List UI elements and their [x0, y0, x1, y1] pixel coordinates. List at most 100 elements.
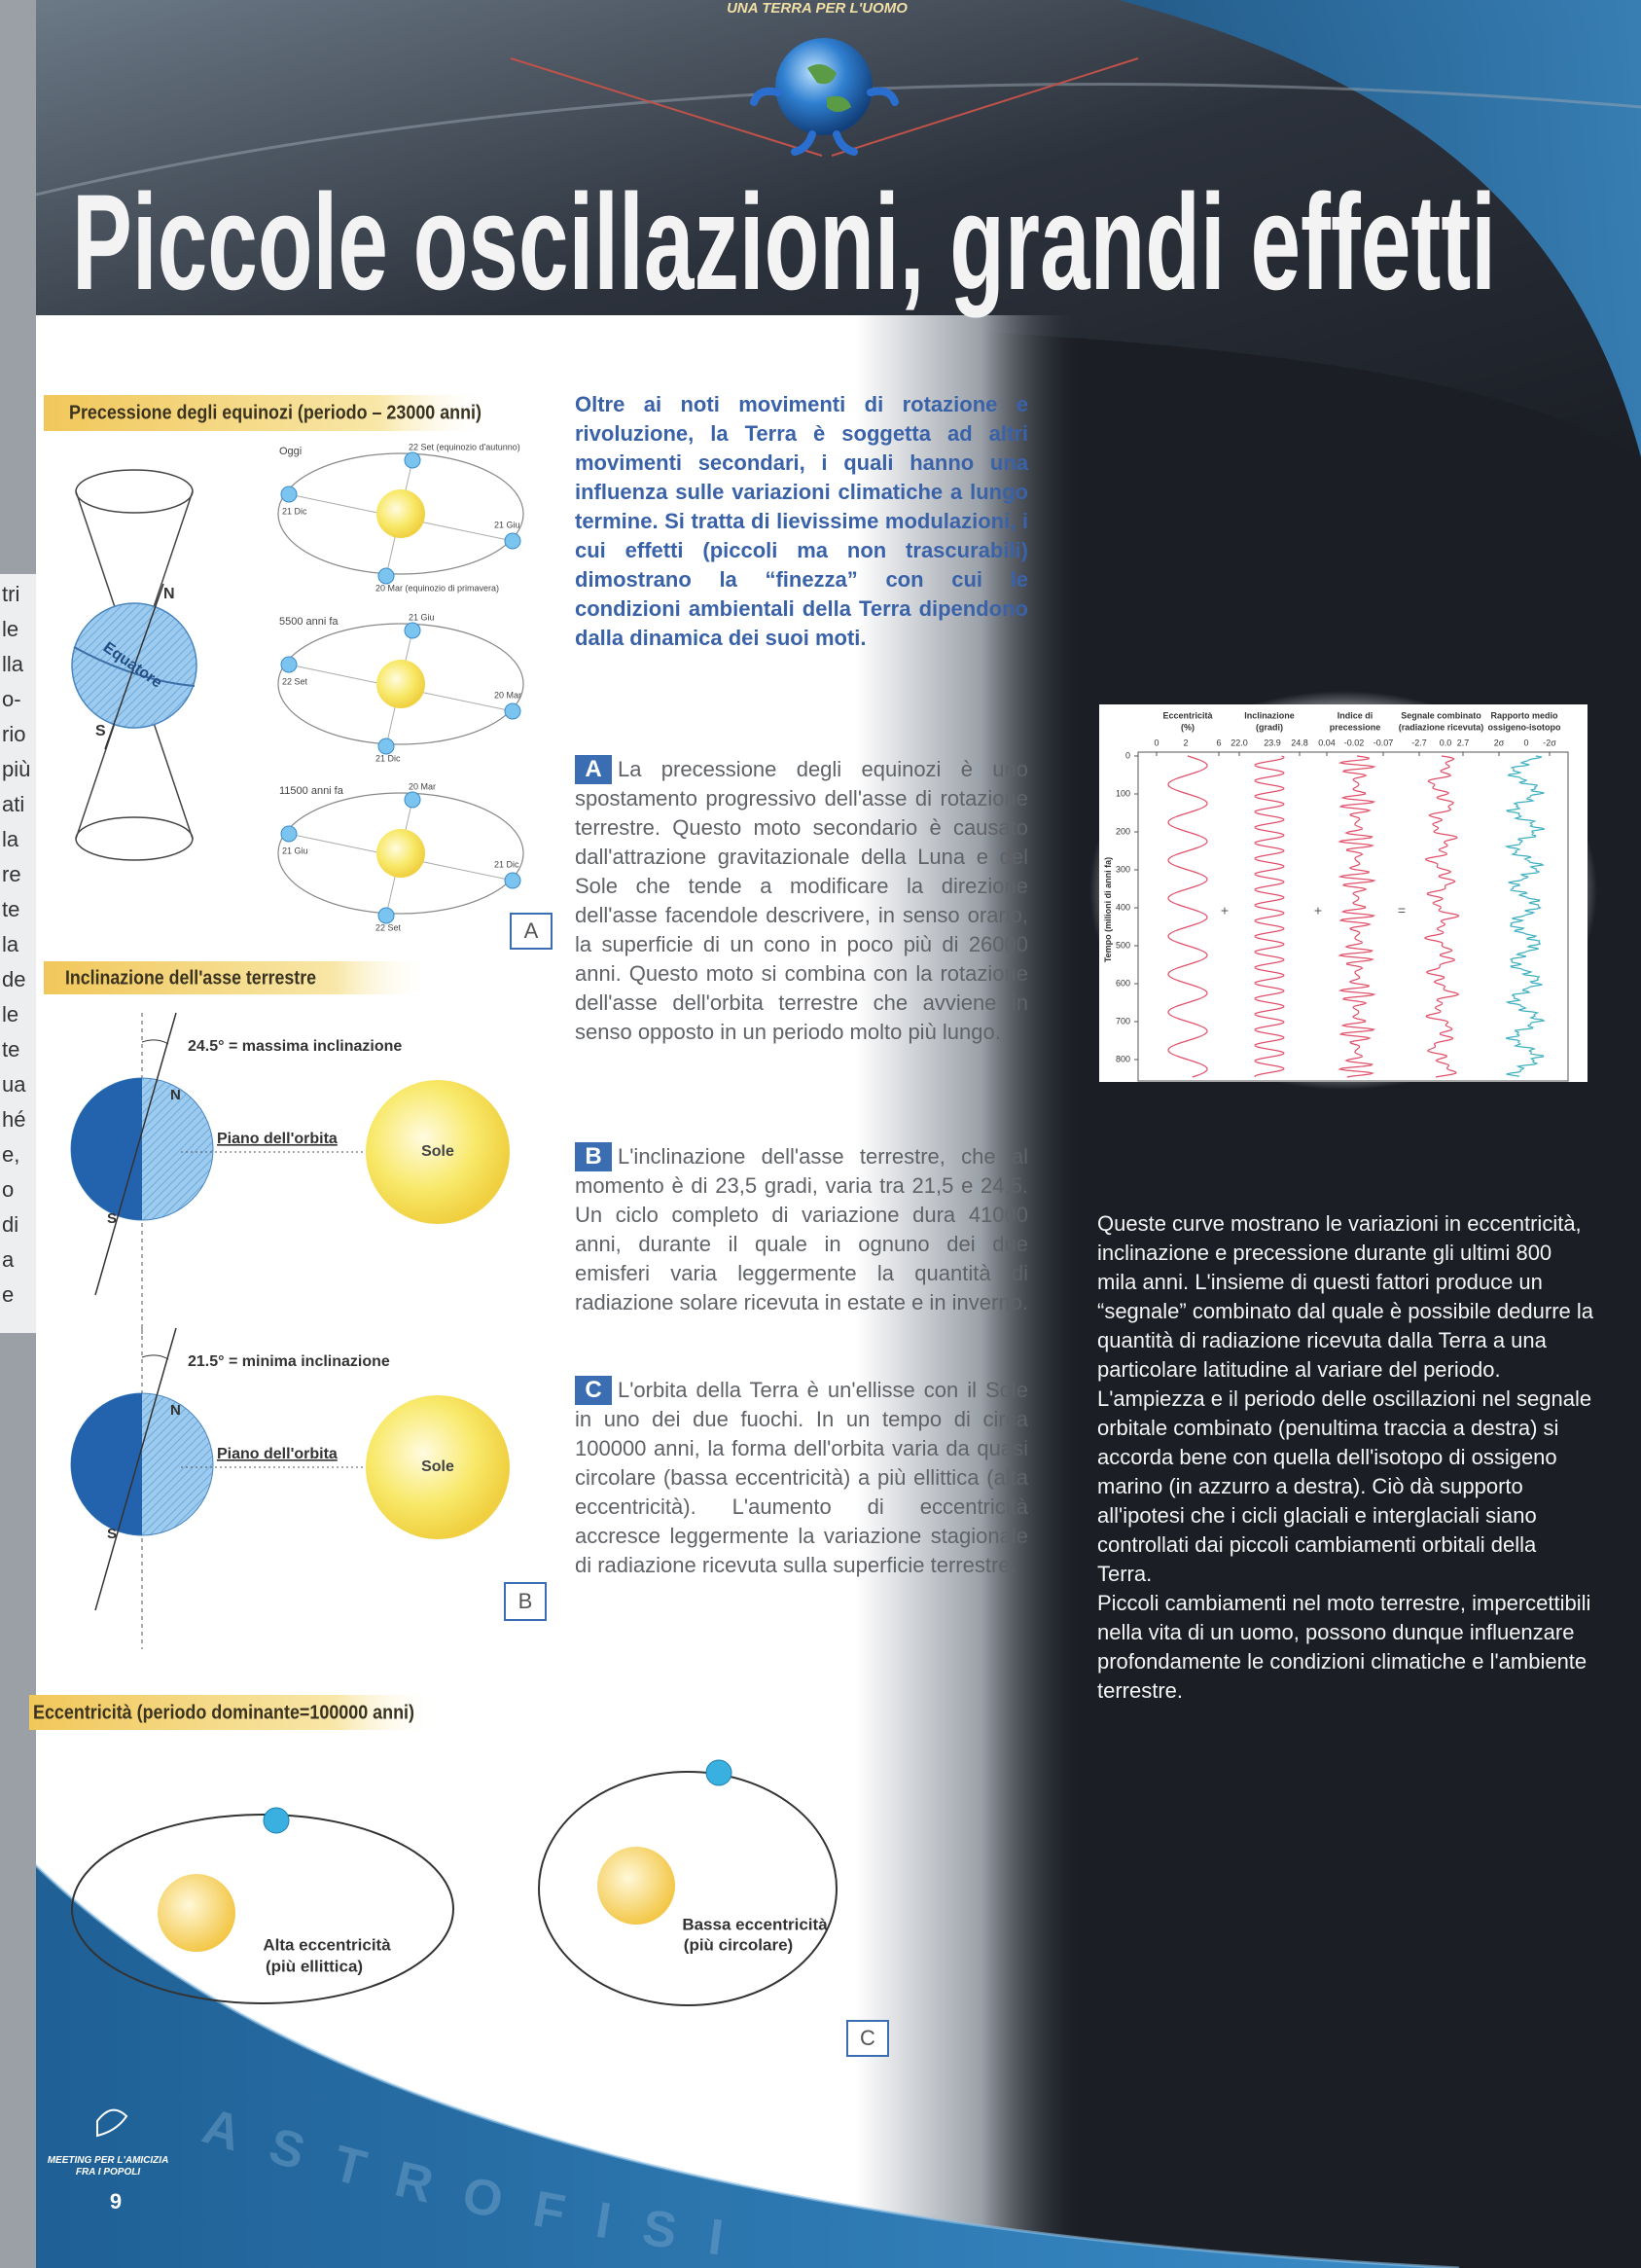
column-heading: Segnale combinato: [1401, 710, 1481, 720]
logo-dove: [96, 2108, 128, 2138]
margin-fragment: le: [2, 617, 18, 641]
bottom-arc-line: [0, 1827, 1460, 2268]
equator-line: [73, 646, 196, 687]
date-label: 22 Set: [282, 676, 308, 686]
era-label: Oggi: [279, 446, 302, 457]
column-tick: -0.02: [1344, 738, 1365, 747]
earth-land: [807, 64, 851, 112]
margin-fragment: e: [2, 1282, 14, 1307]
header-blue-arc: [1119, 0, 1641, 457]
operator: +: [1221, 903, 1229, 918]
y-tick-label: 800: [1116, 1054, 1130, 1063]
column-tick: 22.0: [1231, 738, 1248, 747]
margin-fragment: rio: [2, 722, 25, 746]
column-tick: 0.04: [1318, 738, 1336, 747]
date-label: 22 Set (equinozio d'autunno): [409, 442, 520, 451]
tilted-axis: [94, 1327, 177, 1611]
orbit: [277, 452, 524, 575]
margin-fragment: ati: [2, 792, 24, 816]
column-tick: 2σ: [1494, 738, 1505, 747]
y-tick-label: 700: [1116, 1016, 1130, 1026]
margin-fragment: ua: [2, 1072, 26, 1097]
paragraph: A La precessione degli equinozi è uno spo…: [575, 755, 1028, 1047]
panel-letter: B: [518, 1589, 533, 1613]
column-heading: precessione: [1330, 722, 1381, 732]
plane-label: Piano dell'orbita: [217, 1131, 338, 1147]
page-number: 9: [110, 2189, 122, 2214]
date-label: 22 Set: [375, 922, 402, 932]
margin-fragments: tri le lla o-rio più ati la re te la de le te ua hé e, o…: [2, 582, 30, 1307]
margin-fragment: di: [2, 1212, 18, 1237]
orbit-label: (più ellittica): [266, 1957, 363, 1975]
section-band: [44, 395, 491, 431]
earth: [280, 825, 298, 843]
date-label: 21 Dic: [282, 506, 307, 516]
curve: [1504, 755, 1547, 1078]
sun: [597, 1847, 675, 1925]
column-tick: 0.0: [1440, 738, 1452, 747]
date-label: 20 Mar: [494, 690, 521, 700]
logo-text: FRA I POPOLI: [76, 2167, 141, 2178]
era-label: 11500 anni fa: [279, 785, 344, 797]
panel-letter: A: [524, 918, 539, 943]
sun-label: Sole: [421, 1458, 454, 1475]
era-label: 5500 anni fa: [279, 616, 339, 628]
panel-letter: C: [860, 2026, 875, 2050]
margin-fragment: la: [2, 827, 19, 851]
earth-limbs: [750, 87, 899, 156]
earth: [404, 622, 421, 639]
section-heading: Precessione degli equinozi (periodo – 23…: [69, 402, 482, 423]
precession-orbits: Oggi 22 Set (equinozio d'autunno) 21 Dic 21…: [277, 442, 524, 932]
label-s: S: [107, 1210, 117, 1227]
left-margin-page: [0, 574, 36, 1333]
curve: [1338, 755, 1376, 1078]
margin-fragment: lla: [2, 652, 24, 676]
paragraph-text: La precessione degli equinozi è uno spos…: [575, 757, 1028, 1044]
column-tick: -0.07: [1373, 738, 1394, 747]
logo-text: MEETING PER L'AMICIZIA: [48, 2155, 169, 2166]
column-tick: 2: [1183, 738, 1188, 747]
date-label: 21 Giu: [409, 612, 435, 622]
curve: [1167, 755, 1208, 1078]
operator: +: [1314, 903, 1322, 918]
margin-fragment: hé: [2, 1107, 25, 1132]
column-tick: 23.9: [1264, 738, 1281, 747]
panel-box: [510, 913, 553, 950]
column-bracket: [1326, 751, 1384, 756]
column-tick: 6: [1216, 738, 1221, 747]
section-band: [44, 961, 433, 994]
caption-paragraph: Piccoli cambiamenti nel moto terrestre, …: [1097, 1591, 1591, 1703]
y-tick-label: 300: [1116, 864, 1130, 874]
earth: [263, 1807, 290, 1834]
column-bracket: [1498, 751, 1551, 756]
margin-fragment: più: [2, 757, 30, 781]
label-s: S: [95, 723, 106, 739]
column-bracket: [1156, 751, 1220, 756]
label-n: N: [163, 586, 175, 602]
earth: [504, 702, 521, 720]
orbit-low: [538, 1771, 838, 2006]
column-bracket: [1238, 751, 1301, 756]
curve: [1423, 755, 1460, 1078]
column-heading: (radiazione ricevuta): [1399, 722, 1484, 732]
margin-fragment: o: [2, 1177, 14, 1202]
tilted-axis: [94, 1012, 177, 1296]
earth: [504, 872, 521, 889]
y-tick-label: 100: [1116, 788, 1130, 798]
margin-fragment: e,: [2, 1142, 19, 1167]
globe-night: [71, 1393, 142, 1535]
angle-label: 24.5° = massima inclinazione: [188, 1038, 402, 1055]
orbit: [277, 623, 524, 745]
sun: [366, 1080, 510, 1224]
caption: Queste curve mostrano le variazioni in e…: [1097, 1209, 1593, 1706]
paragraph-text: L'orbita della Terra è un'ellisse con il…: [575, 1378, 1028, 1577]
orbit-label: (più circolare): [684, 1935, 793, 1954]
y-tick-label: 600: [1116, 978, 1130, 988]
date-label: 21 Dic: [375, 753, 401, 763]
earth-icon: [775, 38, 873, 135]
date-label: 21 Dic: [494, 859, 519, 869]
margin-fragment: a: [2, 1247, 15, 1272]
paragraph-letter: B: [575, 1142, 612, 1171]
margin-fragment: de: [2, 967, 25, 991]
